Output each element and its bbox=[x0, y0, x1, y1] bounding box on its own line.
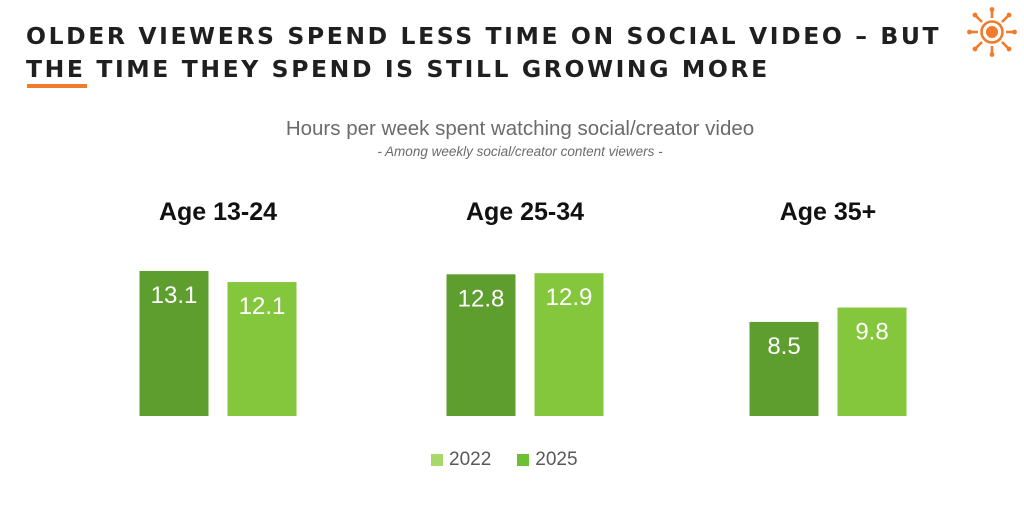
value-label-age-35-2025: 9.8 bbox=[855, 319, 888, 346]
chart-subtitle: - Among weekly social/creator content vi… bbox=[377, 144, 663, 159]
value-label-age-25-34-2025: 12.9 bbox=[546, 284, 593, 311]
bar-age-35-2025 bbox=[837, 307, 907, 416]
bar-age-13-24-2025 bbox=[227, 282, 297, 416]
group-label-age-13-24: Age 13-24 bbox=[159, 198, 277, 226]
bar-age-35-2022 bbox=[749, 321, 819, 416]
title-accent-bar bbox=[27, 84, 87, 88]
bar-age-25-34-2025 bbox=[534, 273, 604, 416]
legend-item-2025: 2025 bbox=[517, 449, 578, 471]
page-title: OLDER VIEWERS SPEND LESS TIME ON SOCIAL … bbox=[26, 22, 942, 83]
chart-legend: 2022 2025 bbox=[431, 448, 604, 472]
value-label-age-13-24-2022: 13.1 bbox=[151, 282, 198, 309]
legend-swatch-2022 bbox=[431, 454, 443, 466]
group-label-age-35: Age 35+ bbox=[780, 198, 877, 226]
legend-label-2025: 2025 bbox=[535, 449, 578, 470]
group-label-age-25-34: Age 25-34 bbox=[466, 198, 584, 226]
bar-age-25-34-2022 bbox=[446, 274, 516, 416]
chart-title: Hours per week spent watching social/cre… bbox=[285, 117, 755, 140]
value-label-age-13-24-2025: 12.1 bbox=[239, 293, 286, 320]
sun-icon bbox=[967, 7, 1017, 57]
value-label-age-25-34-2022: 12.8 bbox=[458, 285, 505, 312]
legend-label-2022: 2022 bbox=[449, 449, 492, 470]
legend-swatch-2025 bbox=[517, 454, 530, 466]
value-label-age-35-2022: 8.5 bbox=[767, 333, 800, 360]
legend-item-2022: 2022 bbox=[431, 449, 491, 471]
bar-age-13-24-2022 bbox=[139, 271, 209, 416]
